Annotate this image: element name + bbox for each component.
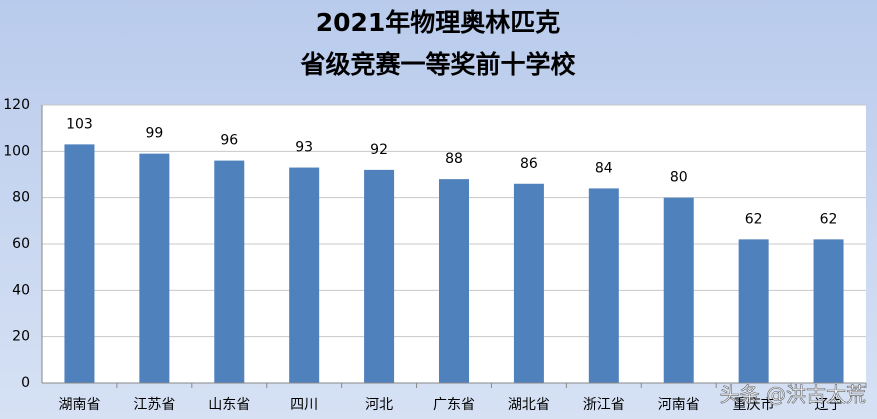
bar: [214, 160, 245, 383]
x-tick-label: 河北: [365, 397, 393, 413]
x-tick-label: 浙江省: [583, 397, 625, 413]
x-tick-label: 山东省: [208, 397, 250, 413]
watermark: 头条 @洪古太荒: [720, 383, 866, 407]
x-tick-label: 湖北省: [508, 397, 550, 413]
x-tick-label: 广东省: [433, 397, 475, 413]
bar: [439, 179, 469, 383]
y-tick-label: 100: [3, 143, 30, 159]
bar: [663, 197, 694, 383]
bar: [738, 239, 769, 383]
bar: [139, 153, 170, 383]
x-tick-label: 重庆市: [733, 396, 775, 413]
y-tick-label: 40: [12, 282, 30, 298]
bar: [364, 169, 395, 383]
y-tick-label: 20: [12, 329, 30, 345]
bar: [513, 183, 544, 383]
chart-title: 2021年物理奥林匹克: [316, 8, 561, 37]
x-tick-label: 江苏省: [133, 397, 175, 413]
bar: [64, 144, 95, 383]
data-label: 99: [145, 126, 163, 142]
y-tick-label: 0: [21, 375, 30, 391]
data-label: 86: [520, 156, 538, 172]
chart-subtitle: 省级竞赛一等奖前十学校: [299, 50, 576, 79]
y-tick-label: 120: [3, 97, 30, 113]
data-label: 80: [670, 170, 688, 186]
bar: [289, 167, 320, 383]
x-tick-label: 辽宁: [815, 396, 843, 413]
x-tick-label: 四川: [290, 397, 318, 413]
data-label: 92: [370, 142, 388, 158]
bar: [813, 239, 844, 383]
data-label: 88: [445, 151, 463, 167]
y-tick-label: 80: [12, 190, 30, 206]
x-tick-label: 河南省: [658, 397, 700, 413]
data-label: 93: [295, 140, 313, 156]
data-label: 62: [745, 211, 763, 227]
x-tick-label: 湖南省: [58, 397, 100, 413]
data-label: 62: [820, 211, 838, 227]
bar: [588, 188, 619, 383]
data-label: 84: [595, 160, 613, 176]
data-label: 96: [220, 133, 238, 149]
y-tick-label: 60: [12, 236, 30, 252]
data-label: 103: [66, 116, 93, 132]
